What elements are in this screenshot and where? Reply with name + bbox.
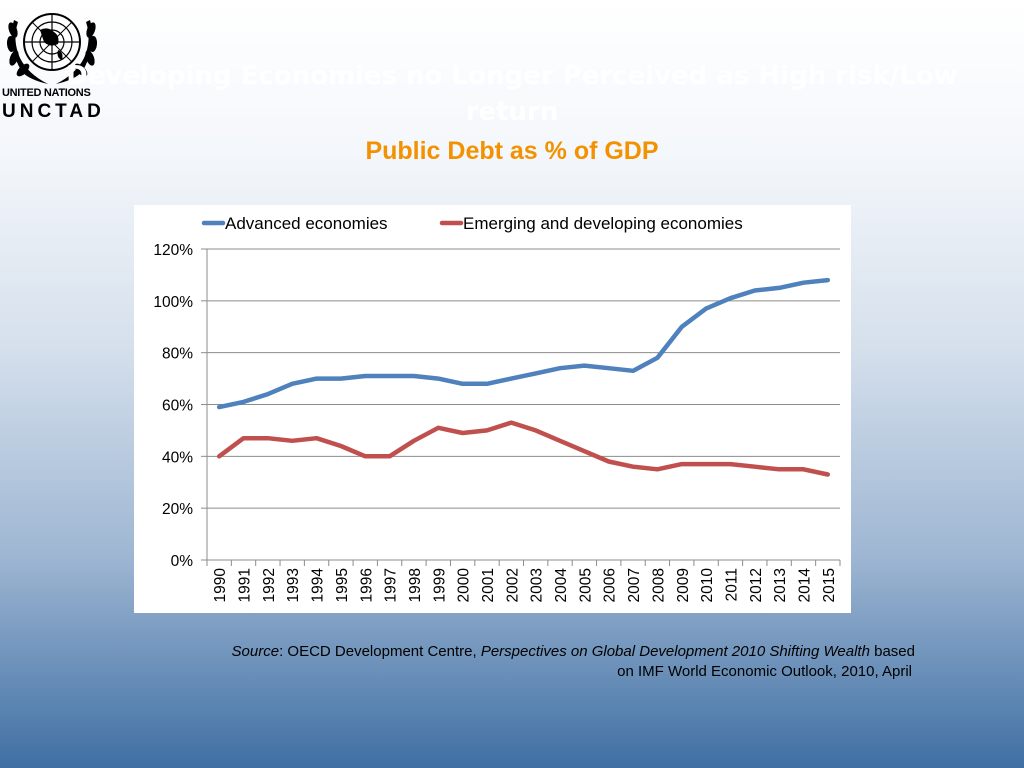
x-tick-label: 2006 — [602, 568, 619, 602]
y-tick-label: 60% — [162, 398, 193, 415]
x-tick-label: 2002 — [504, 568, 521, 602]
y-tick-label: 120% — [153, 242, 193, 259]
x-tick-label: 1993 — [285, 568, 302, 602]
x-tick-label: 1998 — [407, 568, 424, 602]
source-text-before: : OECD Development Centre, — [279, 643, 481, 660]
y-tick-label: 40% — [162, 449, 193, 466]
x-tick-label: 1999 — [431, 568, 448, 602]
x-tick-label: 1994 — [310, 568, 327, 603]
x-tick-label: 1997 — [383, 568, 400, 602]
x-tick-label: 2009 — [675, 568, 692, 602]
x-tick-label: 2011 — [723, 568, 740, 601]
un-emblem-icon — [6, 13, 98, 84]
x-tick-label: 2015 — [821, 568, 838, 602]
y-tick-label: 20% — [162, 501, 193, 518]
source-note: Source: OECD Development Centre, Perspec… — [120, 642, 915, 682]
logo-united-nations-text: UNITED NATIONS — [2, 87, 91, 99]
x-tick-label: 2001 — [480, 568, 497, 602]
x-tick-label: 1992 — [261, 568, 278, 602]
y-tick-label: 0% — [171, 553, 194, 570]
legend-label: Advanced economies — [225, 214, 388, 233]
x-tick-label: 2007 — [626, 568, 643, 602]
x-tick-label: 2014 — [796, 568, 813, 603]
line-chart: 0% 20% 40% 60% 80% 100% 120% 1990 1991 1992 1993 19… — [153, 214, 841, 603]
legend-label: Emerging and developing economies — [463, 214, 743, 233]
x-tick-label: 2003 — [529, 568, 546, 602]
x-tick-label: 2010 — [699, 568, 716, 603]
un-unctad-logo: UNITED NATIONS UNCTAD — [0, 0, 104, 124]
page-title: Developing Economies no Longer Perceived… — [66, 61, 958, 127]
y-tick-label: 80% — [162, 346, 193, 363]
x-tick-label: 1995 — [334, 568, 351, 602]
logo-unctad-text: UNCTAD — [2, 101, 105, 122]
source-publication-title: Perspectives on Global Development 2010 … — [480, 643, 870, 660]
x-tick-label: 2005 — [577, 568, 594, 602]
x-tick-label: 2012 — [748, 568, 765, 602]
source-text-after: based — [869, 643, 915, 660]
x-tick-label: 2000 — [456, 568, 473, 603]
series-line-emerging — [216, 420, 831, 477]
y-tick-label: 100% — [153, 294, 193, 311]
source-line-1: Source: OECD Development Centre, Perspec… — [120, 642, 915, 662]
x-tick-label: 2004 — [553, 568, 570, 603]
series-line-advanced — [216, 277, 831, 410]
x-tick-label: 1996 — [358, 568, 375, 602]
x-tick-label: 2013 — [772, 568, 789, 602]
x-tick-label: 1991 — [237, 568, 254, 602]
source-label: Source — [231, 643, 280, 660]
chart-subtitle: Public Debt as % of GDP — [365, 137, 659, 165]
chart-panel: 0% 20% 40% 60% 80% 100% 120% 1990 1991 1992 1993 19… — [134, 205, 851, 613]
source-line-2: on IMF World Economic Outlook, 2010, Apr… — [617, 663, 912, 680]
x-tick-label: 1990 — [212, 568, 229, 603]
x-tick-label: 2008 — [650, 568, 667, 602]
